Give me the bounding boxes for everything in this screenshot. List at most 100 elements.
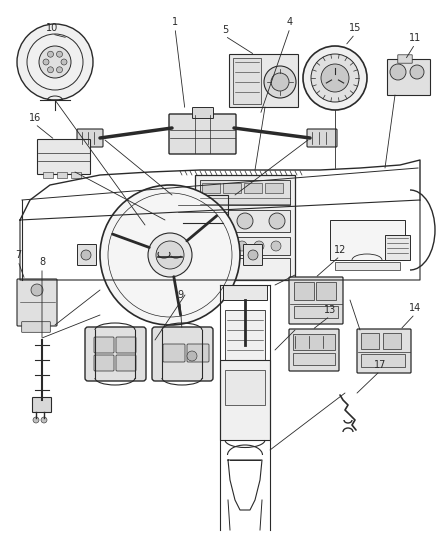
- Bar: [293, 334, 335, 350]
- Bar: [223, 183, 241, 193]
- Circle shape: [264, 66, 296, 98]
- Bar: [293, 353, 335, 365]
- Circle shape: [233, 333, 257, 357]
- Text: 7: 7: [15, 250, 21, 260]
- Circle shape: [254, 241, 264, 251]
- FancyBboxPatch shape: [17, 279, 57, 326]
- Bar: [223, 285, 267, 300]
- Circle shape: [220, 241, 230, 251]
- FancyBboxPatch shape: [94, 355, 114, 371]
- FancyBboxPatch shape: [187, 344, 209, 362]
- Circle shape: [205, 213, 221, 229]
- Bar: [200, 180, 290, 205]
- Bar: [244, 183, 262, 193]
- FancyBboxPatch shape: [192, 108, 213, 118]
- FancyBboxPatch shape: [77, 129, 103, 147]
- Circle shape: [271, 73, 289, 91]
- Bar: [335, 262, 400, 270]
- Bar: [220, 360, 270, 440]
- Bar: [200, 237, 290, 255]
- Circle shape: [203, 241, 213, 251]
- Bar: [361, 333, 379, 349]
- Circle shape: [41, 417, 47, 423]
- Circle shape: [148, 233, 192, 277]
- Text: 17: 17: [374, 360, 386, 370]
- Circle shape: [269, 213, 285, 229]
- Bar: [195, 175, 295, 280]
- Circle shape: [390, 64, 406, 80]
- FancyBboxPatch shape: [289, 277, 343, 324]
- Circle shape: [33, 417, 39, 423]
- FancyBboxPatch shape: [94, 337, 114, 353]
- Bar: [200, 210, 290, 232]
- Bar: [316, 282, 336, 300]
- Circle shape: [47, 67, 53, 73]
- Circle shape: [31, 284, 43, 296]
- Circle shape: [17, 24, 93, 100]
- Text: 13: 13: [324, 305, 336, 315]
- Text: 14: 14: [409, 303, 421, 313]
- Bar: [233, 58, 261, 104]
- FancyBboxPatch shape: [357, 329, 411, 373]
- Text: 9: 9: [177, 290, 183, 300]
- Circle shape: [410, 65, 424, 79]
- Text: 5: 5: [222, 25, 228, 35]
- Bar: [178, 195, 228, 223]
- FancyBboxPatch shape: [32, 398, 52, 413]
- Circle shape: [248, 250, 258, 260]
- FancyBboxPatch shape: [307, 129, 337, 147]
- Bar: [200, 258, 290, 280]
- Circle shape: [271, 241, 281, 251]
- Text: 16: 16: [29, 113, 41, 123]
- FancyBboxPatch shape: [289, 329, 339, 371]
- Bar: [385, 235, 410, 260]
- Circle shape: [39, 46, 71, 78]
- Bar: [202, 183, 220, 193]
- FancyBboxPatch shape: [116, 355, 136, 371]
- Text: 12: 12: [334, 245, 346, 255]
- Bar: [330, 220, 405, 260]
- Circle shape: [61, 59, 67, 65]
- Circle shape: [187, 351, 197, 361]
- FancyBboxPatch shape: [163, 344, 185, 362]
- Circle shape: [100, 185, 240, 325]
- Circle shape: [57, 51, 63, 57]
- Bar: [383, 333, 401, 349]
- FancyBboxPatch shape: [38, 140, 91, 174]
- Bar: [225, 370, 265, 405]
- FancyBboxPatch shape: [152, 327, 213, 381]
- Bar: [71, 172, 81, 178]
- Bar: [225, 310, 265, 360]
- Text: 1: 1: [172, 17, 178, 27]
- FancyBboxPatch shape: [22, 322, 50, 332]
- FancyBboxPatch shape: [85, 327, 146, 381]
- FancyBboxPatch shape: [78, 245, 96, 265]
- Text: 10: 10: [46, 23, 58, 33]
- FancyBboxPatch shape: [398, 55, 412, 63]
- FancyBboxPatch shape: [116, 337, 136, 353]
- Circle shape: [311, 54, 359, 102]
- Text: 15: 15: [349, 23, 361, 33]
- Bar: [294, 282, 314, 300]
- Circle shape: [43, 59, 49, 65]
- Text: 4: 4: [287, 17, 293, 27]
- Circle shape: [303, 46, 367, 110]
- Bar: [57, 172, 67, 178]
- Bar: [43, 172, 53, 178]
- Circle shape: [237, 213, 253, 229]
- Text: 11: 11: [409, 33, 421, 43]
- Bar: [265, 183, 283, 193]
- Circle shape: [47, 51, 53, 57]
- Bar: [294, 306, 338, 318]
- FancyBboxPatch shape: [230, 54, 299, 108]
- Circle shape: [57, 67, 63, 73]
- Circle shape: [156, 241, 184, 269]
- Circle shape: [237, 241, 247, 251]
- Circle shape: [81, 250, 91, 260]
- Text: 8: 8: [39, 257, 45, 267]
- FancyBboxPatch shape: [388, 60, 431, 95]
- Circle shape: [321, 64, 349, 92]
- FancyBboxPatch shape: [244, 245, 262, 265]
- FancyBboxPatch shape: [169, 114, 236, 154]
- Bar: [361, 354, 405, 367]
